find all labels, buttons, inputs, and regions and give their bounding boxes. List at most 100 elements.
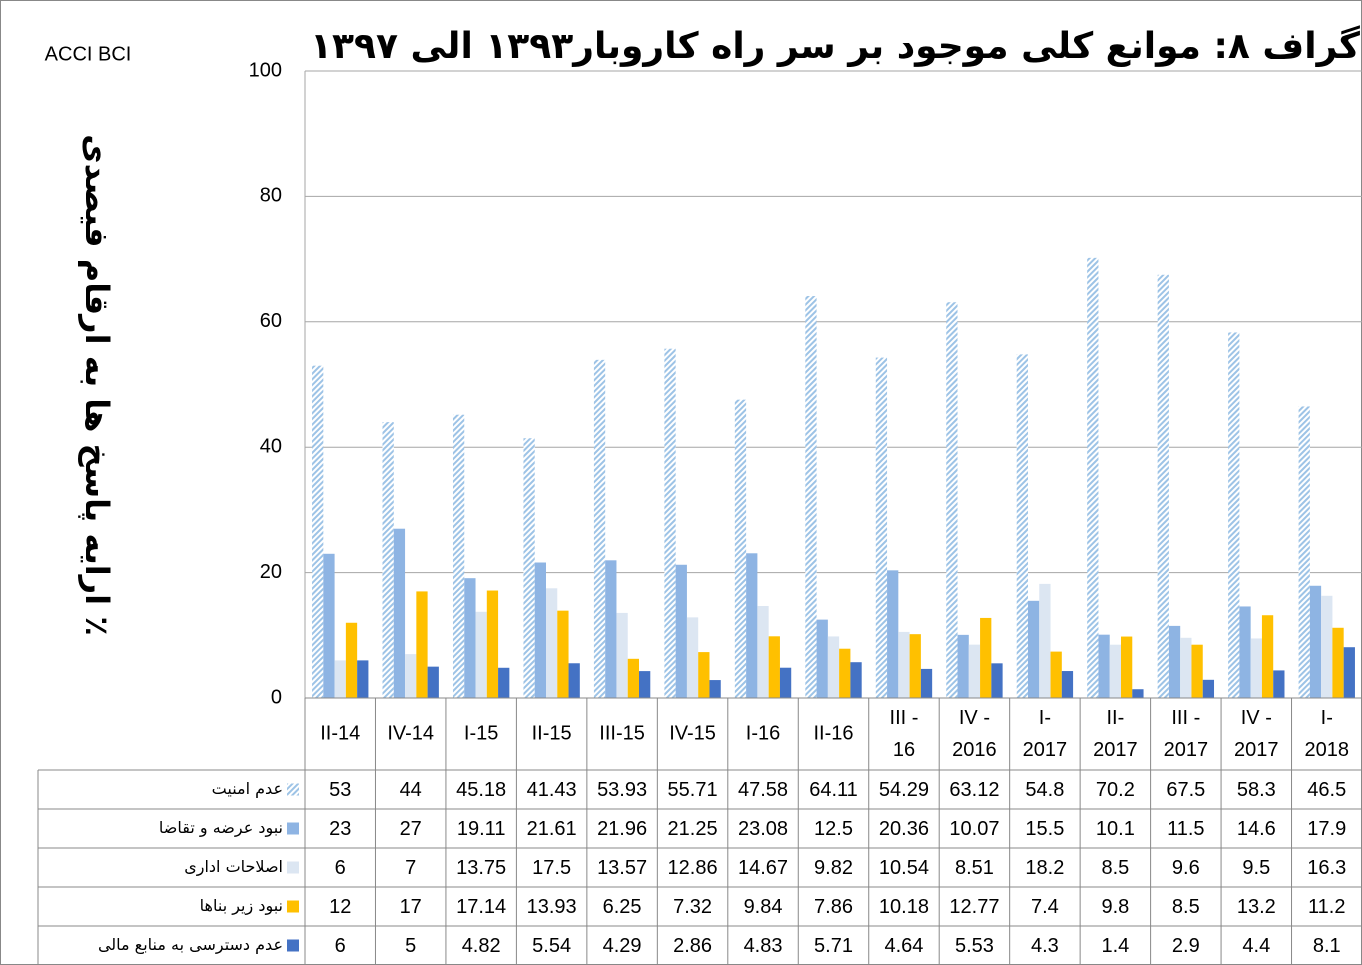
table-cell: 5	[405, 935, 416, 957]
bar	[605, 560, 617, 698]
legend-swatch	[287, 939, 299, 952]
x-tick-label: IV-15	[669, 722, 716, 744]
bar	[1027, 600, 1040, 698]
x-tick-label: I-16	[746, 722, 780, 744]
bar	[827, 636, 840, 698]
table-cell: 11.5	[1167, 818, 1204, 840]
bar	[334, 660, 346, 698]
bar	[664, 348, 676, 698]
table-cell: 20.36	[879, 818, 929, 840]
table-cell: 9.84	[744, 896, 783, 918]
table-cell: 21.25	[668, 818, 718, 840]
table-cell: 13.2	[1237, 896, 1276, 918]
table-cell: 9.82	[814, 857, 853, 879]
table-cell: 41.43	[527, 779, 577, 801]
bar	[1273, 670, 1285, 698]
table-cell: 45.18	[456, 779, 506, 801]
bar	[746, 553, 758, 698]
table-cell: 14.6	[1237, 818, 1276, 840]
table-cell: 7.32	[673, 896, 712, 918]
bar	[1157, 274, 1169, 698]
table-cell: 5.53	[955, 935, 994, 957]
bar	[357, 660, 369, 698]
table-cell: 17.9	[1307, 818, 1346, 840]
bar	[734, 399, 747, 698]
y-axis-title: ارایه پاسخ ها به ارقام فیصدی ٪	[78, 134, 116, 636]
bar	[887, 570, 899, 698]
table-cell: 12.5	[814, 818, 853, 840]
table-cell: 17.14	[456, 896, 506, 918]
bar	[968, 644, 981, 698]
bar	[1016, 354, 1028, 698]
x-tick-label: I-15	[464, 722, 498, 744]
bar	[1087, 257, 1099, 698]
bar	[1132, 689, 1144, 698]
bar	[568, 663, 580, 698]
table-cell: 4.83	[744, 935, 783, 957]
table-cell: 6.25	[603, 896, 642, 918]
table-cell: 4.82	[462, 935, 501, 957]
bar	[616, 612, 628, 698]
bar	[639, 671, 651, 698]
table-cell: 9.5	[1242, 857, 1270, 879]
bar	[382, 422, 394, 698]
bar	[405, 654, 417, 698]
table-cell: 13.93	[527, 896, 577, 918]
x-tick-label: IV -2016	[952, 707, 997, 761]
y-tick-label: 20	[260, 561, 282, 583]
legend-label: نبود عرضه و تقاضا	[159, 818, 283, 838]
table-cell: 1.4	[1101, 935, 1129, 957]
table-cell: 10.54	[879, 857, 929, 879]
table-cell: 16.3	[1307, 857, 1346, 879]
bar	[1343, 647, 1355, 698]
table-cell: 9.8	[1101, 896, 1129, 918]
y-tick-label: 100	[249, 59, 282, 81]
bar	[1309, 585, 1322, 698]
bar	[627, 658, 640, 698]
bar	[909, 634, 921, 698]
bar	[675, 564, 687, 698]
table-cell: 18.2	[1025, 857, 1064, 879]
table-cell: 9.6	[1172, 857, 1200, 879]
x-tick-label: II-2017	[1093, 707, 1138, 761]
bar	[1061, 671, 1074, 698]
table-cell: 7.86	[814, 896, 853, 918]
x-tick-label: I-2018	[1305, 707, 1350, 761]
legend-swatch	[287, 900, 299, 913]
bar	[486, 590, 499, 698]
bar	[805, 296, 817, 698]
bar	[416, 591, 428, 698]
bar	[545, 588, 558, 698]
bar	[393, 528, 406, 698]
bar	[1228, 332, 1240, 698]
legend-swatch	[287, 783, 299, 796]
table-cell: 46.5	[1307, 779, 1346, 801]
x-tick-label: III-15	[599, 722, 645, 744]
table-cell: 70.2	[1096, 779, 1135, 801]
y-tick-label: 40	[260, 435, 282, 457]
bar	[345, 622, 358, 698]
bar	[427, 666, 439, 698]
table-cell: 4.29	[603, 935, 642, 957]
bar	[534, 562, 546, 698]
table-cell: 10.18	[879, 896, 929, 918]
table-cell: 11.2	[1308, 896, 1345, 918]
bar	[323, 553, 335, 698]
table-cell: 53	[329, 779, 351, 801]
bar	[816, 619, 828, 698]
table-cell: 47.58	[738, 779, 788, 801]
bar	[850, 662, 862, 698]
table-cell: 58.3	[1237, 779, 1276, 801]
table-cell: 17	[400, 896, 422, 918]
table-cell: 14.67	[738, 857, 788, 879]
bar	[1239, 606, 1251, 698]
bar	[1121, 636, 1133, 698]
x-tick-label: III -16	[890, 707, 919, 761]
table-cell: 12.77	[949, 896, 999, 918]
bar	[1050, 651, 1062, 698]
x-tick-label: IV-14	[387, 722, 434, 744]
table-cell: 7	[405, 857, 416, 879]
table-cell: 2.86	[673, 935, 712, 957]
bar	[1168, 625, 1181, 698]
